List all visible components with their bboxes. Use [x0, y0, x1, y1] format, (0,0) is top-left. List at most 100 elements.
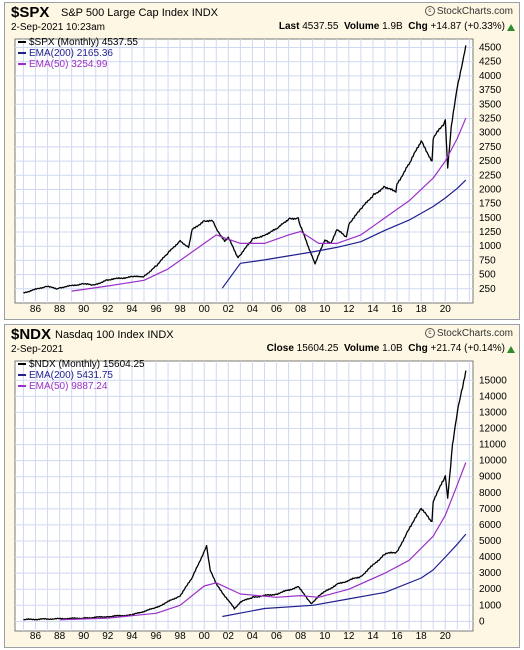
spx-chart-svg: 2505007501000125015001750200022502500275…	[14, 37, 502, 315]
y-tick-label: 10000	[479, 456, 507, 467]
y-tick-label: 5000	[479, 536, 502, 547]
ndx-chg-label: Chg	[408, 343, 428, 354]
x-tick-label: 88	[54, 631, 66, 642]
spx-quote-value: 4537.55	[302, 21, 339, 32]
x-tick-label: 92	[102, 304, 114, 315]
x-tick-label: 00	[199, 304, 211, 315]
legend-swatch	[18, 385, 26, 387]
ndx-quote: Close 15604.25 Volume 1.0B Chg +21.74 (+…	[267, 343, 505, 354]
x-tick-label: 00	[199, 631, 211, 642]
ndx-volume-value: 1.0B	[382, 343, 403, 354]
x-tick-label: 18	[416, 304, 428, 315]
x-tick-label: 98	[175, 304, 187, 315]
series-line-price	[23, 45, 467, 294]
y-tick-label: 1000	[479, 241, 502, 252]
copyright-icon: c	[424, 6, 435, 17]
y-tick-label: 6000	[479, 520, 502, 531]
x-tick-label: 90	[78, 304, 90, 315]
x-tick-label: 20	[440, 631, 452, 642]
x-tick-label: 12	[343, 631, 355, 642]
x-tick-label: 20	[440, 304, 452, 315]
legend-swatch	[18, 63, 26, 65]
y-tick-label: 250	[479, 284, 496, 295]
legend-entry: $SPX (Monthly) 4537.55	[29, 37, 138, 48]
y-tick-label: 3250	[479, 113, 502, 124]
x-tick-label: 86	[30, 304, 42, 315]
x-tick-label: 16	[392, 304, 404, 315]
spx-header: $SPX S&P 500 Large Cap Index INDX c Stock…	[5, 3, 519, 37]
spx-chg-value: +14.87 (+0.33%)	[430, 21, 506, 32]
y-tick-label: 500	[479, 270, 496, 281]
y-tick-label: 1000	[479, 600, 502, 611]
ndx-header: $NDX Nasdaq 100 Index INDX c StockCharts.…	[5, 325, 519, 359]
legend-entry: $NDX (Monthly) 15604.25	[29, 359, 145, 370]
spx-date: 2-Sep-2021 10:23am	[11, 22, 105, 33]
ndx-symbol: $NDX	[11, 326, 52, 343]
spx-symbol: $SPX	[11, 4, 50, 21]
spx-chart-panel: $SPX S&P 500 Large Cap Index INDX c Stock…	[4, 2, 520, 320]
ndx-chart-panel: $NDX Nasdaq 100 Index INDX c StockCharts.…	[4, 324, 520, 648]
y-tick-label: 1750	[479, 199, 502, 210]
spx-quote: Last 4537.55 Volume 1.9B Chg +14.87 (+0.…	[279, 21, 505, 32]
y-tick-label: 4500	[479, 43, 502, 54]
y-tick-label: 3000	[479, 128, 502, 139]
series-line-ema200	[221, 179, 467, 289]
ndx-quote-label: Close	[266, 343, 294, 354]
ndx-date: 2-Sep-2021	[11, 344, 64, 355]
spx-volume-value: 1.9B	[382, 21, 403, 32]
y-tick-label: 3750	[479, 85, 502, 96]
spx-brand-text: StockCharts.com	[436, 6, 513, 17]
x-tick-label: 14	[367, 304, 379, 315]
x-tick-label: 96	[150, 304, 162, 315]
y-tick-label: 750	[479, 255, 496, 266]
x-tick-label: 94	[126, 631, 138, 642]
x-tick-label: 04	[247, 304, 259, 315]
series-line-ema50	[71, 117, 467, 292]
ndx-quote-value: 15604.25	[296, 343, 339, 354]
y-tick-label: 2500	[479, 156, 502, 167]
legend-entry: EMA(50) 3254.99	[29, 59, 108, 70]
y-tick-label: 7000	[479, 504, 502, 515]
up-arrow-icon	[507, 346, 515, 353]
x-tick-label: 98	[175, 631, 187, 642]
x-tick-label: 14	[367, 631, 379, 642]
y-tick-label: 11000	[479, 440, 507, 451]
series-line-ema200	[222, 533, 467, 618]
y-tick-label: 4250	[479, 57, 502, 68]
spx-brand: c StockCharts.com	[424, 6, 513, 17]
ndx-brand-text: StockCharts.com	[436, 328, 513, 339]
ndx-exchange: INDX	[147, 329, 174, 341]
legend-swatch	[18, 374, 26, 376]
y-tick-label: 3000	[479, 568, 502, 579]
y-tick-label: 13000	[479, 407, 507, 418]
x-tick-label: 02	[223, 631, 235, 642]
y-tick-label: 8000	[479, 488, 502, 499]
spx-volume-label: Volume	[343, 21, 380, 32]
x-tick-label: 04	[247, 631, 259, 642]
ndx-volume-label: Volume	[343, 343, 380, 354]
y-tick-label: 15000	[479, 375, 507, 386]
spx-chg-label: Chg	[408, 21, 428, 32]
x-tick-label: 18	[416, 631, 428, 642]
copyright-icon: c	[424, 328, 435, 339]
x-tick-label: 02	[223, 304, 235, 315]
x-tick-label: 92	[102, 631, 114, 642]
series-line-ema50	[59, 462, 467, 621]
x-tick-label: 06	[271, 631, 283, 642]
x-tick-label: 90	[78, 631, 90, 642]
x-tick-label: 94	[126, 304, 138, 315]
y-tick-label: 12000	[479, 424, 507, 435]
x-tick-label: 86	[30, 631, 42, 642]
legend-entry: EMA(200) 5431.75	[29, 370, 113, 381]
x-tick-label: 16	[392, 631, 404, 642]
y-tick-label: 2750	[479, 142, 502, 153]
ndx-brand: c StockCharts.com	[424, 328, 513, 339]
x-tick-label: 08	[295, 631, 307, 642]
y-tick-label: 2000	[479, 584, 502, 595]
y-tick-label: 2250	[479, 170, 502, 181]
legend-entry: EMA(50) 9887.24	[29, 381, 108, 392]
legend-swatch	[18, 41, 26, 43]
legend-swatch	[18, 363, 26, 365]
y-tick-label: 1500	[479, 213, 502, 224]
up-arrow-icon	[507, 24, 515, 31]
